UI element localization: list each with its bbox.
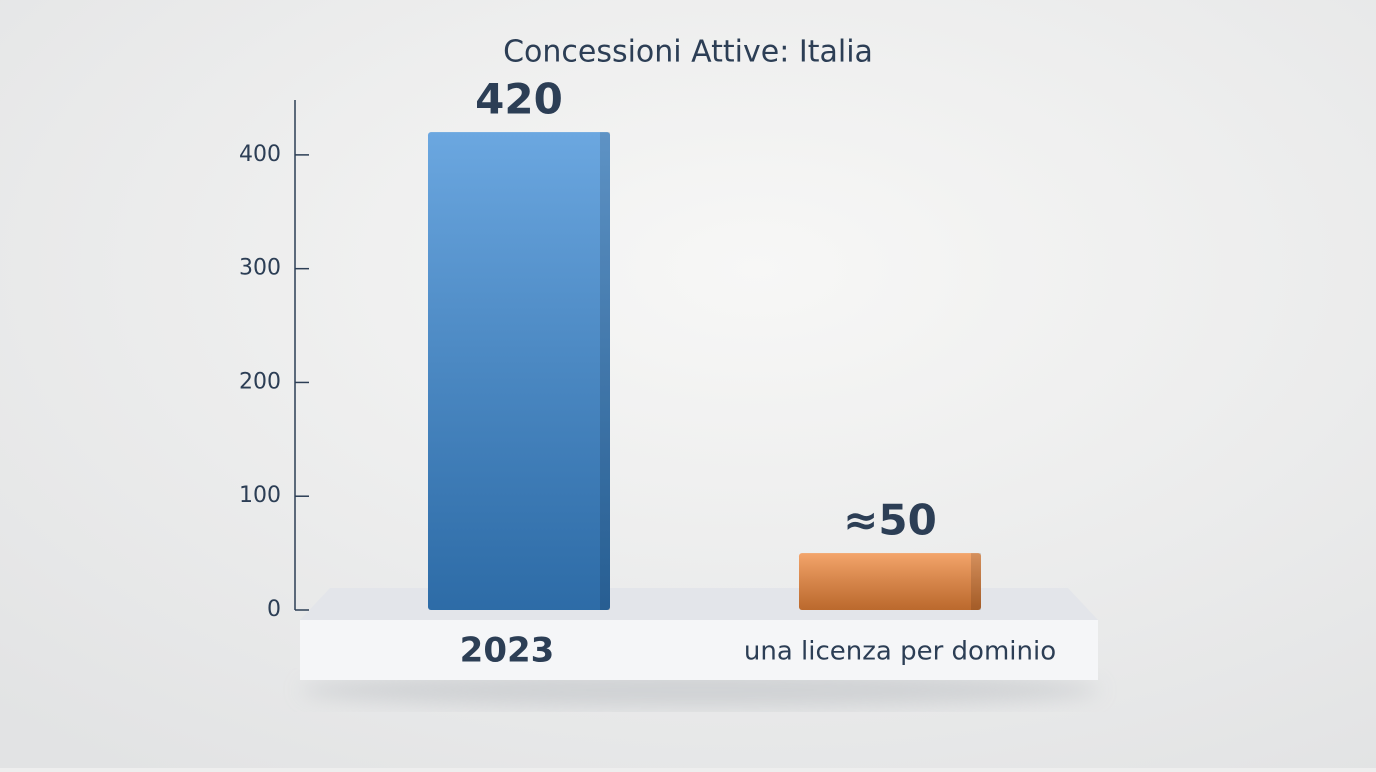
y-tick-label: 200 [239,369,281,394]
bar-side [600,132,610,610]
y-tick-label: 100 [239,483,281,508]
bar-shading [799,553,981,610]
value-label: ≈50 [843,496,937,545]
y-tick-label: 400 [239,142,281,167]
x-tick-label: una licenza per dominio [744,637,1056,667]
y-tick-label: 300 [239,256,281,281]
chart-title: Concessioni Attive: Italia [503,35,873,70]
x-tick-label: 2023 [460,631,555,671]
platform-shadow [300,672,1100,708]
platform-front [300,620,1098,680]
y-tick-label: 0 [267,597,281,622]
value-label: 420 [475,75,563,124]
bar-shading [428,132,610,610]
bar-side [971,553,981,610]
